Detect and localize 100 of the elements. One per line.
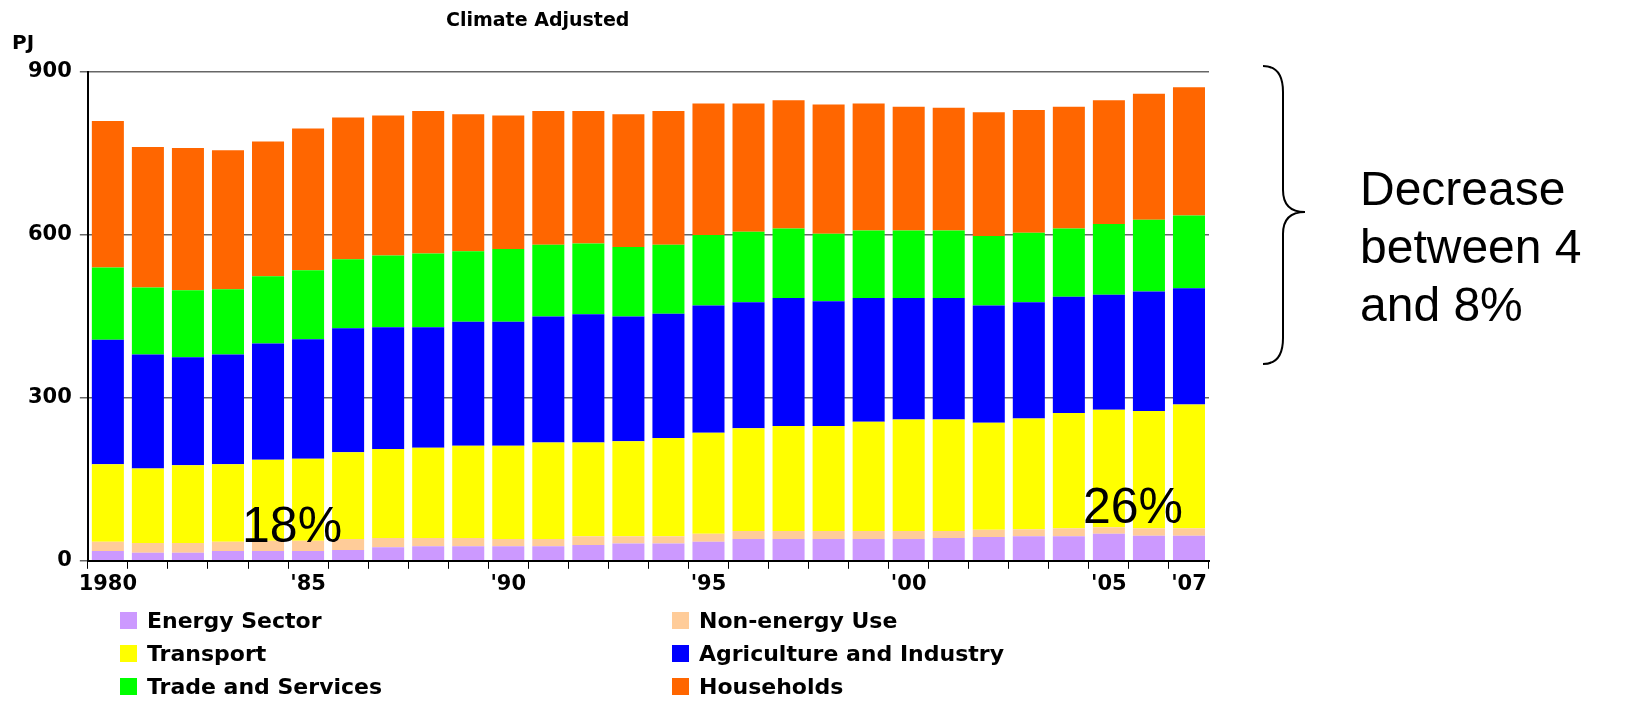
bar — [812, 426, 845, 531]
bar — [211, 551, 244, 561]
bar — [1132, 93, 1165, 220]
bar — [772, 297, 805, 427]
bar — [412, 546, 445, 561]
bar — [892, 230, 925, 298]
bar — [211, 354, 244, 465]
x-tick-label: '90 — [490, 570, 527, 595]
bar — [252, 551, 285, 561]
bar — [652, 244, 685, 314]
bar — [131, 542, 164, 553]
bar — [612, 316, 645, 442]
bar — [812, 301, 845, 427]
bar — [332, 549, 365, 561]
bar — [1052, 106, 1085, 229]
bar — [1012, 110, 1045, 233]
bar — [332, 117, 365, 260]
bar — [1132, 219, 1165, 292]
bar — [532, 244, 565, 317]
bar — [131, 354, 164, 469]
bar — [492, 445, 525, 540]
bar — [772, 530, 805, 540]
bar — [91, 120, 124, 268]
bar — [131, 468, 164, 543]
bar — [1012, 529, 1045, 537]
bar — [1172, 288, 1205, 405]
bar — [972, 422, 1005, 530]
bar — [131, 552, 164, 561]
bar — [211, 541, 244, 552]
bar — [572, 314, 605, 443]
bar — [532, 442, 565, 540]
bar — [1092, 294, 1125, 410]
legend-label: Non-energy Use — [699, 608, 898, 633]
bar — [1052, 536, 1085, 561]
bar — [171, 357, 204, 466]
bar — [972, 536, 1005, 561]
bar — [892, 530, 925, 540]
bar — [211, 289, 244, 355]
bar — [532, 111, 565, 245]
bar — [492, 249, 525, 322]
bar — [572, 545, 605, 561]
bar — [412, 327, 445, 448]
bar — [932, 297, 965, 420]
x-tick-label: '05 — [1091, 570, 1127, 595]
bar — [852, 297, 885, 422]
bar — [932, 107, 965, 231]
bar — [732, 103, 765, 232]
legend-label: Agriculture and Industry — [699, 641, 1004, 666]
bar — [732, 530, 765, 540]
bar — [612, 441, 645, 537]
bar — [1012, 302, 1045, 419]
bar — [292, 551, 325, 561]
bar — [692, 541, 725, 561]
bar — [932, 230, 965, 298]
bar — [1012, 536, 1045, 561]
bar — [732, 428, 765, 531]
x-tick-label: '00 — [890, 570, 927, 595]
bar — [732, 231, 765, 303]
bar — [452, 445, 485, 538]
bar — [692, 234, 725, 306]
bar — [252, 276, 285, 344]
bar — [492, 321, 525, 446]
bar — [972, 529, 1005, 537]
bar — [91, 551, 124, 561]
bar — [91, 339, 124, 465]
bar — [1052, 528, 1085, 537]
y-tick-label: 300 — [27, 384, 72, 409]
bar — [452, 114, 485, 252]
bar — [171, 290, 204, 358]
bar — [652, 536, 685, 544]
bar — [1172, 87, 1205, 216]
bar — [812, 530, 845, 540]
bar — [372, 115, 405, 256]
bar — [91, 267, 124, 340]
bar — [171, 552, 204, 561]
bar — [772, 100, 805, 229]
bar — [91, 541, 124, 552]
bar — [812, 233, 845, 302]
y-tick-label: 900 — [27, 58, 72, 83]
legend-label: Transport — [147, 641, 267, 666]
bar — [692, 432, 725, 534]
bar — [452, 321, 485, 446]
bar — [492, 546, 525, 561]
bar — [852, 103, 885, 231]
y-tick-label: 600 — [27, 221, 72, 246]
bar — [932, 530, 965, 538]
bar — [292, 270, 325, 340]
bar — [892, 419, 925, 531]
bar — [131, 287, 164, 355]
bar — [612, 543, 645, 561]
bar — [1092, 100, 1125, 225]
bar — [171, 542, 204, 553]
bar — [492, 115, 525, 250]
bar — [612, 246, 645, 317]
x-tick-label: '95 — [690, 570, 727, 595]
legend-label: Energy Sector — [147, 608, 322, 633]
y-axis-title: PJ — [12, 30, 35, 54]
bar — [1132, 535, 1165, 561]
bar — [932, 537, 965, 561]
text: Decrease between 4 and 8% — [1360, 161, 1583, 333]
